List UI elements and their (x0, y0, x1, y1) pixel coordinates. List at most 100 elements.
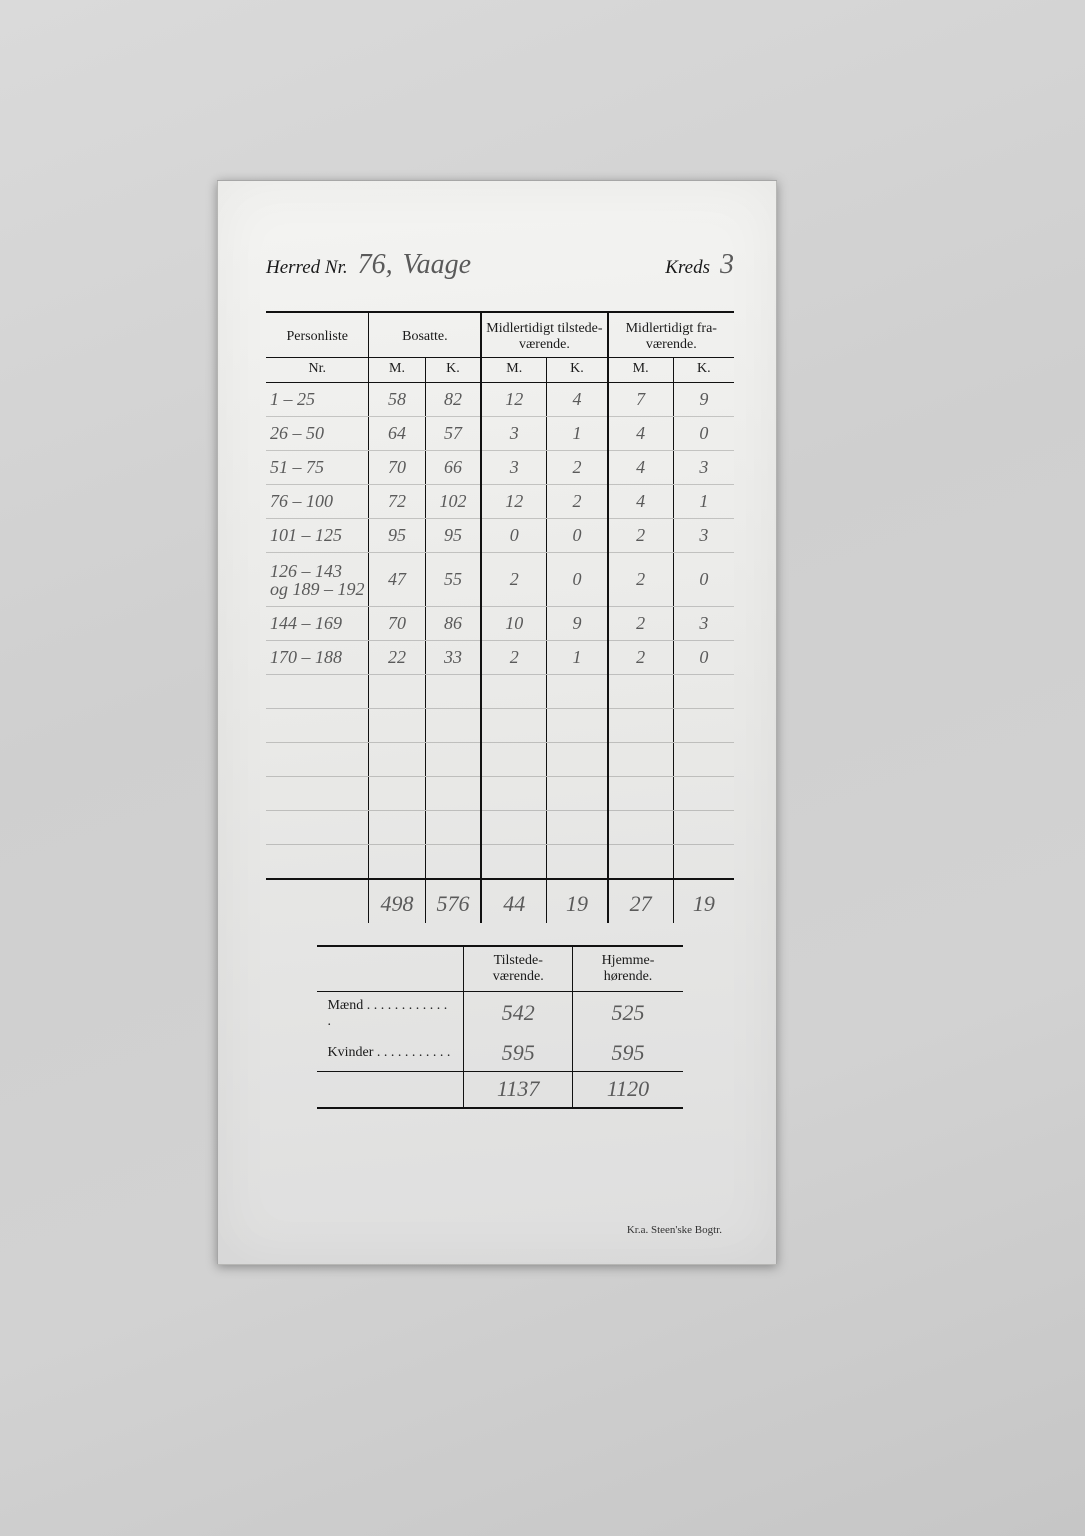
cell-tm: 2 (481, 553, 547, 607)
census-card: Herred Nr. 76, Vaage Kreds 3 Personliste… (217, 180, 777, 1265)
cell-tm: 3 (481, 417, 547, 451)
card-header: Herred Nr. 76, Vaage Kreds 3 (266, 251, 734, 279)
total-til-k: 19 (566, 891, 588, 916)
col-midl-tilstede: Midlertidigt tilstede- værende. (481, 312, 607, 358)
cell-bk (425, 743, 481, 777)
kreds-label: Kreds (665, 257, 710, 279)
cell-tm (481, 811, 547, 845)
cell-tk: 4 (547, 383, 608, 417)
cell-tm: 2 (481, 641, 547, 675)
cell-fm: 4 (608, 485, 674, 519)
cell-fm: 2 (608, 641, 674, 675)
cell-fm (608, 845, 674, 879)
cell-fm (608, 675, 674, 709)
cell-tk: 2 (547, 485, 608, 519)
cell-bm: 70 (369, 607, 425, 641)
cell-nr: 101 – 125 (266, 519, 369, 553)
herred-label: Herred Nr. (266, 257, 348, 279)
table-row: 1 – 25588212479 (266, 383, 734, 417)
cell-fk (673, 845, 734, 879)
cell-bk: 82 (425, 383, 481, 417)
cell-bk (425, 777, 481, 811)
cell-nr (266, 777, 369, 811)
cell-tk (547, 743, 608, 777)
cell-bm: 22 (369, 641, 425, 675)
herred-name: Vaage (403, 251, 471, 279)
table-row: 101 – 12595950023 (266, 519, 734, 553)
cell-bm (369, 845, 425, 879)
cell-fk (673, 675, 734, 709)
table-row: 170 – 18822332120 (266, 641, 734, 675)
col-bosatte-k: K. (425, 358, 481, 383)
table-row (266, 845, 734, 879)
cell-bk: 57 (425, 417, 481, 451)
cell-bm: 72 (369, 485, 425, 519)
kreds-number: 3 (720, 251, 734, 279)
table-row (266, 675, 734, 709)
summary-total-blank (317, 1071, 463, 1108)
cell-tm (481, 845, 547, 879)
table-row: 126 – 143og 189 – 19247552020 (266, 553, 734, 607)
cell-fm: 2 (608, 607, 674, 641)
cell-bk (425, 845, 481, 879)
cell-bk: 66 (425, 451, 481, 485)
cell-bk: 55 (425, 553, 481, 607)
summary-total-til: 1137 (497, 1076, 539, 1101)
col-til-k: K. (547, 358, 608, 383)
cell-nr: 26 – 50 (266, 417, 369, 451)
table-row: 144 – 169708610923 (266, 607, 734, 641)
cell-bm (369, 811, 425, 845)
summary-maend-hj: 525 (612, 1000, 645, 1025)
col-fra-k: K. (673, 358, 734, 383)
cell-tm: 0 (481, 519, 547, 553)
cell-fk: 0 (673, 641, 734, 675)
summary-table: Tilstede- værende. Hjemme- hørende. Mænd… (317, 945, 682, 1109)
cell-nr: 170 – 188 (266, 641, 369, 675)
summary-maend-til: 542 (502, 1000, 535, 1025)
summary-maend-label: Mænd . . . . . . . . . . . . . (317, 991, 463, 1036)
cell-nr (266, 845, 369, 879)
cell-bk: 86 (425, 607, 481, 641)
cell-fm: 2 (608, 553, 674, 607)
cell-nr (266, 675, 369, 709)
cell-tm (481, 777, 547, 811)
cell-bk: 95 (425, 519, 481, 553)
cell-tk (547, 811, 608, 845)
cell-bm: 70 (369, 451, 425, 485)
cell-bm: 47 (369, 553, 425, 607)
cell-bm (369, 777, 425, 811)
main-table-body: 1 – 2558821247926 – 506457314051 – 75706… (266, 383, 734, 879)
col-bosatte: Bosatte. (369, 312, 481, 358)
table-row (266, 811, 734, 845)
cell-nr (266, 743, 369, 777)
cell-fm (608, 777, 674, 811)
cell-fk: 3 (673, 519, 734, 553)
cell-bk: 33 (425, 641, 481, 675)
cell-nr: 126 – 143og 189 – 192 (266, 553, 369, 607)
col-bosatte-m: M. (369, 358, 425, 383)
cell-tk: 0 (547, 519, 608, 553)
cell-tk (547, 845, 608, 879)
total-fra-k: 19 (693, 891, 715, 916)
col-personliste: Personliste (266, 312, 369, 358)
cell-bm: 58 (369, 383, 425, 417)
main-table-head: Personliste Bosatte. Midlertidigt tilste… (266, 312, 734, 383)
table-row: 26 – 5064573140 (266, 417, 734, 451)
cell-tk: 2 (547, 451, 608, 485)
summary-col-tilstede: Tilstede- værende. (463, 946, 573, 992)
summary-col-hjemme: Hjemme- hørende. (573, 946, 683, 992)
cell-tm: 3 (481, 451, 547, 485)
summary-kvinder-hj: 595 (612, 1040, 645, 1065)
cell-fm (608, 709, 674, 743)
cell-nr: 76 – 100 (266, 485, 369, 519)
cell-fm (608, 743, 674, 777)
cell-fm: 2 (608, 519, 674, 553)
cell-fk (673, 743, 734, 777)
cell-fk: 3 (673, 607, 734, 641)
table-row: 76 – 1007210212241 (266, 485, 734, 519)
summary-total-hj: 1120 (607, 1076, 649, 1101)
col-til-m: M. (481, 358, 547, 383)
totals-empty (266, 879, 369, 923)
cell-fm: 4 (608, 451, 674, 485)
cell-bm (369, 743, 425, 777)
